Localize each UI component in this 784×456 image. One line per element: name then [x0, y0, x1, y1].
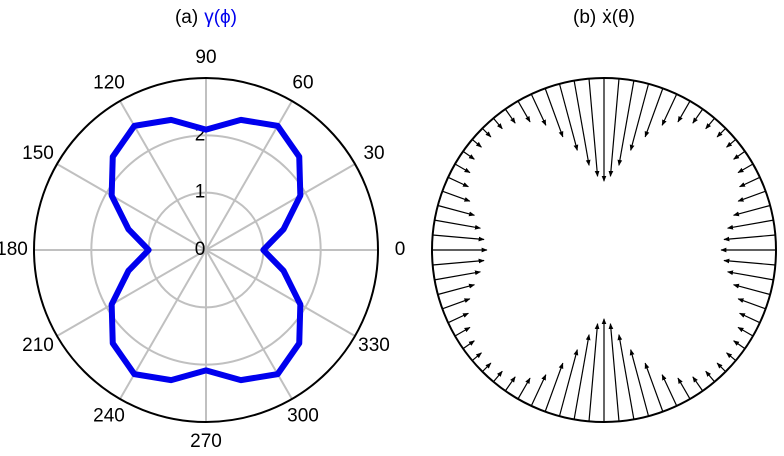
arrow — [504, 108, 516, 124]
arrow — [733, 150, 746, 160]
arrow — [492, 370, 503, 383]
arrow — [481, 127, 492, 138]
polar-curve — [108, 116, 304, 384]
arrow — [661, 93, 678, 126]
theta-grid-line — [56, 163, 207, 251]
arrow — [629, 349, 650, 417]
arrow — [544, 362, 564, 412]
r-grid-circle — [90, 134, 322, 366]
arrow — [677, 377, 691, 400]
r-tick-label: 2 — [195, 124, 206, 145]
arrow — [608, 78, 620, 177]
arrow — [737, 163, 754, 174]
theta-tick-label: 300 — [287, 405, 319, 426]
arrow — [608, 323, 620, 422]
r-tick-label: 1 — [195, 182, 206, 203]
arrow — [677, 100, 691, 123]
arrow — [629, 83, 650, 151]
arrow — [617, 334, 635, 420]
arrow — [462, 340, 475, 350]
arrow — [692, 108, 704, 124]
theta-tick-label: 90 — [195, 47, 216, 68]
arrow — [492, 117, 503, 130]
arrow — [716, 127, 727, 138]
theta-grid-line — [56, 249, 207, 337]
arrow — [447, 176, 469, 188]
theta-tick-label: 240 — [93, 405, 125, 426]
arrow — [733, 340, 746, 350]
arrow — [705, 370, 716, 383]
arrow — [471, 138, 482, 148]
chart-title: (b) ẋ(θ) — [573, 7, 635, 28]
theta-tick-label: 0 — [395, 239, 406, 260]
arrow — [432, 234, 485, 242]
arrow — [454, 326, 471, 337]
arrow — [737, 298, 766, 310]
arrow — [737, 326, 754, 337]
arrow — [517, 100, 531, 123]
arrow — [434, 219, 481, 230]
arrow — [573, 334, 591, 420]
arrow — [644, 362, 664, 412]
arrow — [644, 88, 664, 138]
arrow — [723, 234, 776, 242]
arrow — [733, 204, 771, 217]
arrow — [558, 83, 579, 151]
arrow — [442, 298, 471, 310]
arrow — [462, 150, 475, 160]
theta-tick-label: 120 — [93, 73, 125, 94]
theta-tick-label: 30 — [363, 143, 384, 164]
title-main: ẋ(θ) — [602, 7, 635, 28]
arrow — [726, 352, 737, 362]
arrow — [434, 270, 481, 281]
arrow — [432, 258, 485, 266]
polar-frame — [33, 77, 379, 423]
arrow — [558, 349, 579, 417]
theta-tick-label: 270 — [190, 431, 222, 452]
title-main: γ(ϕ) — [204, 7, 237, 28]
arrow — [737, 190, 766, 202]
arrow — [723, 258, 776, 266]
arrow — [733, 283, 771, 296]
arrow — [716, 362, 727, 373]
arrow — [544, 88, 564, 138]
theta-grid-line — [205, 163, 356, 251]
arrow — [727, 270, 774, 281]
arrow — [739, 312, 761, 324]
r-tick-label: 0 — [195, 239, 206, 260]
arrow — [530, 374, 547, 407]
arrow — [504, 376, 516, 392]
theta-tick-label: 150 — [22, 143, 54, 164]
arrow — [454, 163, 471, 174]
arrow — [727, 219, 774, 230]
theta-tick-label: 330 — [358, 335, 390, 356]
chart-title: (a) γ(ϕ) — [175, 7, 237, 28]
arrow — [588, 323, 600, 422]
arrow — [437, 204, 475, 217]
arrow — [705, 117, 716, 130]
theta-tick-label: 60 — [292, 73, 313, 94]
arrow — [437, 283, 475, 296]
arrow — [481, 362, 492, 373]
arrow — [588, 78, 600, 177]
title-prefix: (a) — [175, 7, 198, 28]
theta-tick-label: 180 — [0, 239, 28, 260]
arrow — [726, 138, 737, 148]
arrow — [447, 312, 469, 324]
arrow — [530, 93, 547, 126]
theta-grid-line — [205, 249, 356, 337]
theta-tick-label: 210 — [22, 335, 54, 356]
arrow — [442, 190, 471, 202]
arrow — [661, 374, 678, 407]
title-prefix: (b) — [573, 7, 596, 28]
arrow — [692, 376, 704, 392]
arrow — [739, 176, 761, 188]
arrow — [617, 80, 635, 166]
arrow — [573, 80, 591, 166]
arrow — [471, 352, 482, 362]
arrow — [517, 377, 531, 400]
